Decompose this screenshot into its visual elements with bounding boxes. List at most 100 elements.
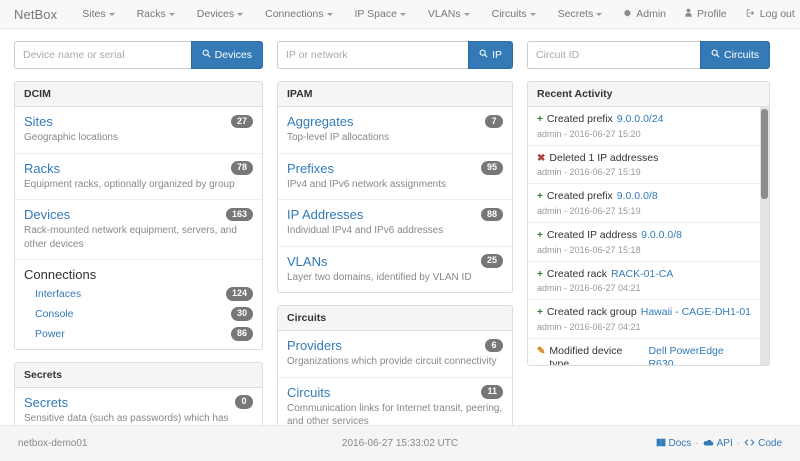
modified-icon: ✎ xyxy=(537,345,546,357)
footer-separator: · xyxy=(695,438,699,449)
ip-search-input[interactable] xyxy=(277,41,469,69)
device-search-label: Devices xyxy=(214,49,252,61)
page-footer: netbox-demo01 2016-06-27 15:33:02 UTC Do… xyxy=(0,425,800,461)
activity-panel-title: Recent Activity xyxy=(528,82,769,107)
activity-scrollbar-thumb[interactable] xyxy=(761,109,768,199)
chevron-down-icon xyxy=(596,12,603,16)
ipam-link-aggregates[interactable]: Aggregates xyxy=(287,114,354,129)
activity-panel: Recent Activity + Created prefix 9.0.0.0… xyxy=(527,81,770,366)
dcim-link-sites[interactable]: Sites xyxy=(24,114,53,129)
activity-action: Modified device type xyxy=(549,344,623,365)
chevron-down-icon xyxy=(237,12,244,16)
nav-item-label: Connections xyxy=(265,8,324,20)
list-item: Devices 163 Rack-mounted network equipme… xyxy=(15,200,262,260)
created-icon: + xyxy=(537,229,543,241)
connections-link-console[interactable]: Console xyxy=(35,307,74,320)
ipam-link-ip-addresses[interactable]: IP Addresses xyxy=(287,207,364,222)
secrets-link-secrets[interactable]: Secrets xyxy=(24,394,69,410)
connections-count-power: 86 xyxy=(230,326,253,341)
ipam-count-ip-addresses: 88 xyxy=(480,207,503,222)
created-icon: + xyxy=(537,268,543,280)
activity-action: Created rack group xyxy=(546,306,637,319)
activity-object[interactable]: 9.0.0.0/8 xyxy=(641,228,682,241)
device-search-group: Devices xyxy=(14,41,263,69)
created-icon: + xyxy=(537,114,543,125)
code-icon xyxy=(744,438,755,450)
circuits-list: Providers 6 Organizations which provide … xyxy=(278,331,512,437)
connections-link-interfaces[interactable]: Interfaces xyxy=(35,287,82,300)
secrets-panel-title: Secrets xyxy=(15,362,262,388)
list-item: Racks 78 Equipment racks, optionally org… xyxy=(15,154,262,200)
ipam-link-vlans[interactable]: VLANs xyxy=(287,253,328,269)
circuit-search-button[interactable]: Circuits xyxy=(699,41,770,69)
nav-item-secrets[interactable]: Secrets xyxy=(547,8,614,20)
nav-item-sites[interactable]: Sites xyxy=(71,8,125,20)
circuits-link-providers[interactable]: Providers xyxy=(287,338,342,353)
activity-object[interactable]: 9.0.0.0/24 xyxy=(616,113,664,125)
nav-item-vlans[interactable]: VLANs xyxy=(417,8,481,20)
dcim-panel: DCIM Sites 27 Geographic locations Racks… xyxy=(14,81,263,350)
list-item: Console 30 xyxy=(15,304,262,324)
activity-object[interactable]: Hawaii - CAGE-DH1-01 xyxy=(640,306,752,319)
dcim-desc-sites: Geographic locations xyxy=(24,132,118,143)
nav-logout-link[interactable]: Log out xyxy=(736,8,800,21)
circuit-search-label: Circuits xyxy=(723,49,759,61)
list-item: + Created IP address 9.0.0.0/8 admin - 2… xyxy=(528,223,760,262)
activity-action: Created prefix xyxy=(546,190,613,203)
circuits-link-circuits[interactable]: Circuits xyxy=(287,384,331,400)
footer-api-link[interactable]: API xyxy=(703,438,733,450)
dcim-link-racks[interactable]: Racks xyxy=(24,160,61,176)
nav-admin-label: Admin xyxy=(636,8,666,20)
activity-scrollbar-track[interactable] xyxy=(760,107,769,365)
ipam-count-aggregates: 7 xyxy=(485,114,503,129)
connections-count-console: 30 xyxy=(230,306,253,321)
circuits-panel: Circuits Providers 6 Organizations which… xyxy=(277,305,513,438)
list-item: + Created rack group Hawaii - CAGE-DH1-0… xyxy=(528,300,760,339)
connections-block: Connections Interfaces 124 Console 30 Po… xyxy=(15,260,262,349)
circuits-desc-providers: Organizations which provide circuit conn… xyxy=(287,356,497,367)
circuits-panel-title: Circuits xyxy=(278,306,512,331)
column-dcim: DCIM Sites 27 Geographic locations Racks… xyxy=(14,81,263,448)
ipam-link-prefixes[interactable]: Prefixes xyxy=(287,160,334,176)
activity-object[interactable]: Dell PowerEdge R630 xyxy=(648,344,724,365)
nav-admin-link[interactable]: Admin xyxy=(613,8,675,21)
circuits-count-providers: 6 xyxy=(485,338,503,353)
chevron-down-icon xyxy=(529,12,536,16)
activity-action: Created IP address xyxy=(546,228,638,241)
circuits-count-circuits: 11 xyxy=(481,385,503,399)
ip-search-group: IP xyxy=(277,41,513,69)
deleted-icon: ✖ xyxy=(537,152,546,164)
activity-scroll-area[interactable]: + Created prefix 9.0.0.0/24 admin - 2016… xyxy=(528,107,769,365)
chevron-down-icon xyxy=(463,12,470,16)
dcim-count-sites: 27 xyxy=(230,114,253,129)
nav-profile-link[interactable]: Profile xyxy=(675,8,736,21)
activity-object[interactable]: 9.0.0.0/8 xyxy=(616,190,658,203)
activity-meta: admin - 2016-06-27 15:18 xyxy=(537,244,641,255)
nav-item-ip-space[interactable]: IP Space xyxy=(344,8,417,20)
footer-docs-link[interactable]: Docs xyxy=(656,438,691,450)
column-ipam: IPAM Aggregates 7 Top-level IP allocatio… xyxy=(277,81,513,438)
footer-code-link[interactable]: Code xyxy=(744,438,782,450)
nav-item-racks[interactable]: Racks xyxy=(126,8,186,20)
ip-search-button[interactable]: IP xyxy=(468,41,513,69)
chevron-down-icon xyxy=(108,12,115,16)
ipam-desc-vlans: Layer two domains, identified by VLAN ID xyxy=(287,271,472,283)
list-item: + Created rack RACK-01-CA admin - 2016-0… xyxy=(528,262,760,301)
search-icon xyxy=(479,49,488,61)
device-search-button[interactable]: Devices xyxy=(190,41,263,69)
activity-list: + Created prefix 9.0.0.0/24 admin - 2016… xyxy=(528,107,769,365)
activity-object[interactable]: RACK-01-CA xyxy=(610,267,674,280)
dcim-link-devices[interactable]: Devices xyxy=(24,207,71,222)
nav-item-label: Sites xyxy=(82,8,106,20)
nav-item-connections[interactable]: Connections xyxy=(254,8,343,20)
footer-timestamp: 2016-06-27 15:33:02 UTC xyxy=(341,438,459,449)
device-search-input[interactable] xyxy=(14,41,191,69)
connections-count-interfaces: 124 xyxy=(225,287,253,301)
nav-item-devices[interactable]: Devices xyxy=(186,8,254,20)
connections-link-power[interactable]: Power xyxy=(35,327,65,340)
circuits-desc-circuits: Communication links for Internet transit… xyxy=(287,402,503,428)
circuit-search-input[interactable] xyxy=(527,41,700,69)
list-item: Circuits 11 Communication links for Inte… xyxy=(278,378,512,437)
brand-logo[interactable]: NetBox xyxy=(14,6,58,22)
nav-item-circuits[interactable]: Circuits xyxy=(481,8,547,20)
